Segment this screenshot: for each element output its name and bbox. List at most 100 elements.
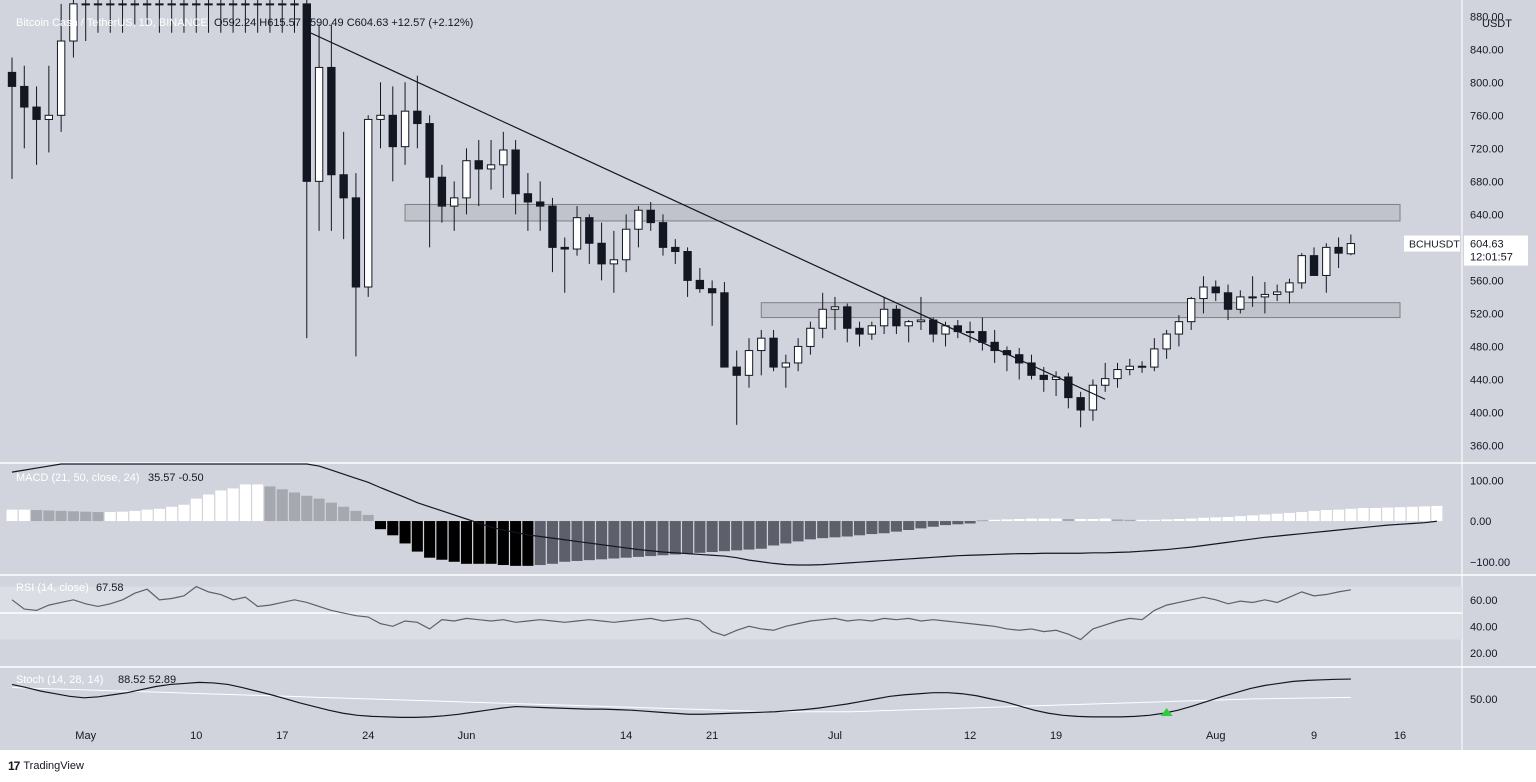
macd-histogram-bar (436, 521, 448, 560)
candle-down (695, 279, 705, 290)
macd-histogram-bar (1419, 506, 1431, 522)
macd-histogram-bar (927, 521, 939, 527)
candle-down (1039, 374, 1048, 380)
candle-down (388, 114, 397, 148)
macd-histogram-bar (1296, 512, 1308, 522)
macd-histogram-bar (67, 511, 79, 522)
rsi-tick-label: 40.00 (1470, 621, 1498, 633)
macd-histogram-bar (1013, 519, 1025, 522)
x-tick-label: 14 (620, 730, 632, 742)
candle-up (499, 149, 508, 166)
crossover-arrow-icon (1160, 708, 1173, 716)
macd-tick-label: −100.00 (1470, 557, 1510, 569)
candle-down (585, 217, 594, 244)
candle-up (216, 3, 225, 6)
macd-histogram-bar (55, 510, 67, 522)
macd-histogram-bar (1283, 512, 1295, 522)
macd-histogram-bar (1111, 519, 1124, 522)
macd-histogram-bar (559, 521, 571, 562)
macd-histogram-bar (1161, 519, 1173, 522)
macd-histogram-bar (939, 521, 952, 526)
macd-histogram-bar (817, 521, 829, 539)
candle-down (1015, 354, 1024, 364)
macd-histogram-bar (1271, 513, 1283, 522)
macd-histogram-bar (1099, 518, 1111, 522)
macd-histogram-bar (460, 521, 473, 564)
tradingview-logo-icon: 17 (8, 759, 20, 773)
candle-up (241, 3, 250, 6)
candle-up (1322, 246, 1331, 276)
macd-histogram-bar (682, 521, 694, 554)
macd-histogram-bar (878, 521, 890, 534)
candle-up (904, 321, 913, 327)
price-tag-value: 604.63 (1470, 239, 1504, 251)
macd-histogram-bar (350, 510, 362, 522)
macd-histogram-bar (141, 509, 153, 522)
candle-down (1064, 376, 1073, 399)
candle-up (228, 3, 238, 6)
macd-histogram-bar (473, 521, 485, 564)
candle-down (32, 106, 41, 120)
price-tick-label: 800.00 (1470, 77, 1504, 89)
macd-histogram-bar (743, 521, 755, 550)
candle-down (523, 193, 533, 203)
stoch-values: 88.52 52.89 (118, 674, 176, 686)
macd-histogram-bar (190, 498, 202, 522)
macd-histogram-bar (1210, 517, 1222, 522)
macd-histogram-bar (485, 521, 497, 564)
candle-up (314, 66, 324, 182)
macd-histogram-bar (1075, 519, 1087, 522)
candle-up (364, 118, 373, 288)
candle-up (793, 345, 803, 364)
macd-histogram-bar (276, 489, 288, 522)
candle-up (130, 3, 140, 6)
macd-histogram-bar (313, 498, 325, 522)
macd-histogram-bar (1148, 519, 1160, 522)
x-tick-label: Aug (1206, 730, 1226, 742)
candle-up (56, 40, 66, 116)
candle-up (572, 217, 582, 250)
candle-up (1113, 369, 1122, 380)
x-tick-label: 21 (706, 730, 718, 742)
macd-histogram-bar (325, 502, 337, 522)
candle-up (44, 114, 54, 120)
candle-down (1027, 362, 1036, 376)
macd-histogram-bar (1382, 507, 1394, 522)
macd-histogram-bar (227, 488, 239, 522)
candle-up (879, 308, 889, 327)
macd-histogram-bar (264, 486, 276, 522)
macd-histogram-bar (804, 521, 816, 540)
macd-histogram-bar (215, 490, 227, 522)
x-tick-label: 17 (276, 730, 288, 742)
macd-histogram-bar (1173, 519, 1185, 522)
candle-up (1199, 286, 1208, 300)
macd-histogram-bar (1050, 518, 1062, 522)
macd-histogram-bar (731, 521, 743, 551)
candle-down (1076, 397, 1085, 411)
candle-up (69, 3, 78, 42)
macd-histogram-bar (18, 509, 30, 522)
candle-down (1223, 292, 1233, 310)
macd-histogram-bar (153, 508, 165, 522)
candle-up (450, 197, 459, 207)
x-tick-label: Jun (458, 730, 476, 742)
macd-histogram-bar (374, 521, 387, 530)
macd-tick-label: 0.00 (1470, 516, 1491, 528)
candle-up (1187, 298, 1196, 323)
price-tick-label: 840.00 (1470, 44, 1504, 56)
macd-histogram-bar (1025, 518, 1038, 522)
candle-down (474, 160, 483, 170)
candle-down (732, 366, 741, 376)
macd-histogram-bar (718, 521, 730, 552)
candle-down (646, 209, 655, 224)
candle-down (707, 288, 717, 294)
macd-tick-label: 100.00 (1470, 475, 1504, 487)
macd-histogram-bar (203, 494, 215, 522)
candle-up (167, 3, 176, 6)
macd-histogram-bar (1222, 516, 1234, 522)
price-tick-label: 880.00 (1470, 11, 1504, 23)
candle-down (20, 85, 29, 108)
macd-histogram-bar (1333, 509, 1345, 522)
macd-histogram-bar (1394, 507, 1406, 522)
